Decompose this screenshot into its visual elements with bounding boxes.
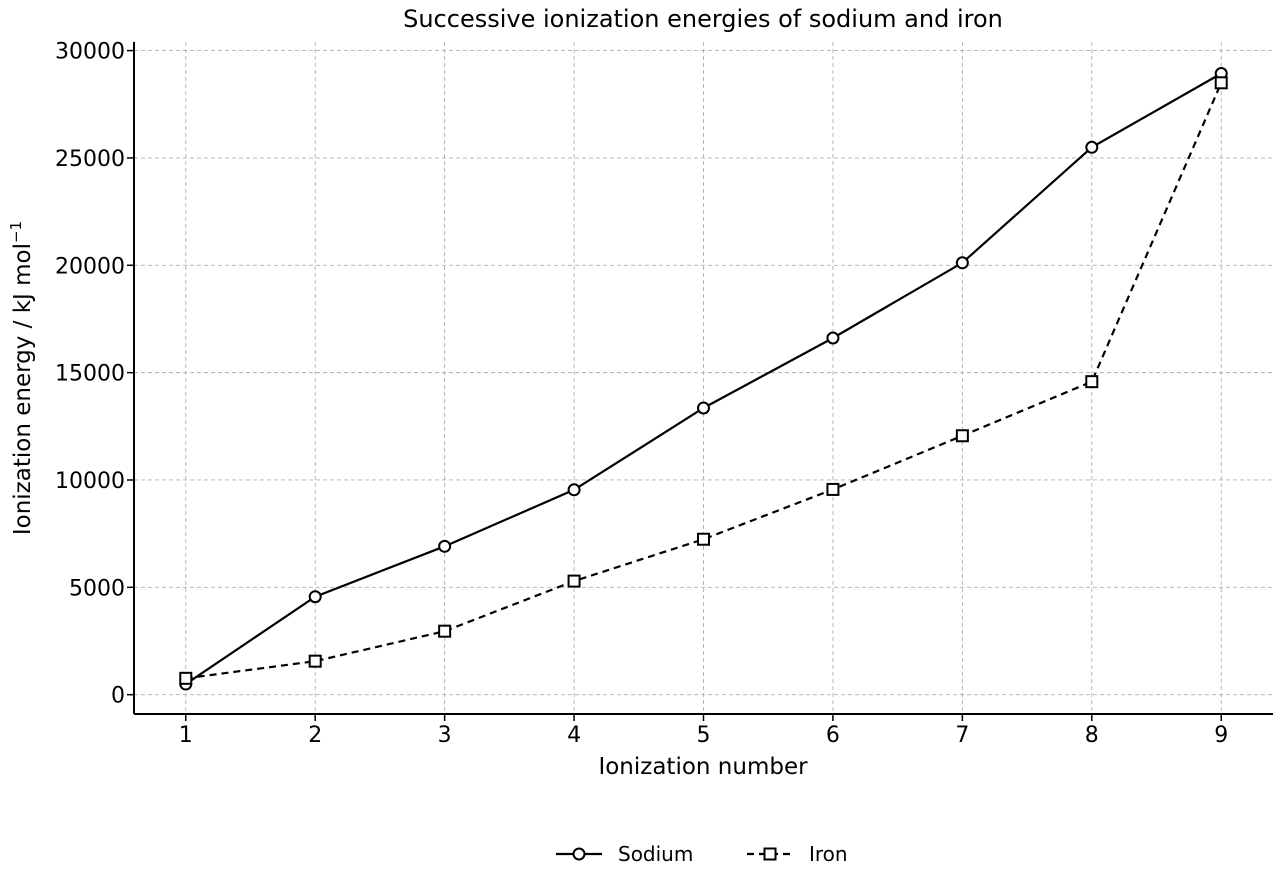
data-point-sodium [438, 539, 452, 553]
x-axis-title: Ionization number [598, 754, 808, 780]
data-point-iron [438, 624, 452, 638]
data-point-iron [179, 671, 193, 685]
data-point-iron [955, 429, 969, 443]
data-point-sodium [826, 331, 840, 345]
data-point-iron [308, 654, 322, 668]
x-tick-label: 1 [179, 723, 193, 748]
y-tick-label: 30000 [55, 40, 125, 65]
x-tick-label: 9 [1214, 723, 1228, 748]
data-point-iron [697, 532, 710, 546]
y-tick-label: 25000 [55, 147, 125, 172]
y-tick-label: 5000 [69, 576, 125, 601]
x-tick-label: 8 [1085, 723, 1099, 748]
chart-title: Successive ionization energies of sodium… [403, 5, 1003, 33]
legend-item-iron: Iron [747, 842, 848, 866]
data-point-sodium [308, 590, 322, 604]
data-point-sodium [567, 483, 581, 497]
x-tick-label: 3 [438, 723, 452, 748]
legend-marker-iron [763, 847, 777, 861]
x-tick-label: 5 [697, 723, 711, 748]
x-tick-label: 4 [567, 723, 581, 748]
legend-marker-sodium [572, 847, 586, 861]
series-iron [179, 76, 1228, 685]
x-tick-label: 6 [826, 723, 840, 748]
x-tick-label: 2 [308, 723, 322, 748]
ticks: 1 2 3 4 5 6 7 8 9 0 5000 10000 15000 20000 25000 30000 [55, 40, 1228, 748]
series-layer [179, 67, 1228, 691]
data-point-sodium [1085, 140, 1099, 154]
data-point-iron [1214, 76, 1228, 90]
legend-label-iron: Iron [809, 842, 848, 866]
data-point-sodium [697, 401, 710, 415]
y-axis-title-main: Ionization energy / kJ mol [10, 243, 36, 535]
series-line-iron [185, 82, 1223, 680]
grid [134, 42, 1273, 714]
y-tick-label: 0 [111, 684, 125, 709]
data-point-iron [567, 574, 581, 588]
y-tick-label: 10000 [55, 469, 125, 494]
data-point-sodium [955, 256, 969, 270]
data-point-iron [1085, 375, 1099, 389]
legend-item-sodium: Sodium [556, 842, 693, 866]
x-tick-label: 7 [955, 723, 969, 748]
y-tick-label: 20000 [55, 254, 125, 279]
legend-label-sodium: Sodium [618, 842, 693, 866]
y-axis-title: Ionization energy / kJ mol−1 [7, 221, 36, 535]
series-sodium [179, 67, 1228, 691]
data-point-iron [826, 482, 840, 496]
y-axis-title-superscript: −1 [7, 221, 25, 243]
y-tick-label: 15000 [55, 362, 125, 387]
legend: Sodium Iron [556, 842, 848, 866]
